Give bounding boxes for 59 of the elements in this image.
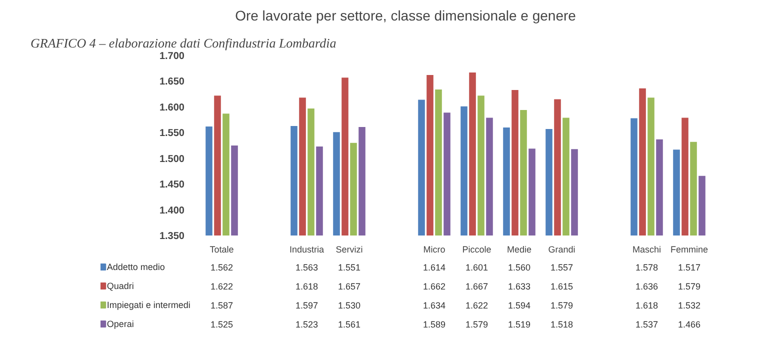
data-label: 1.523 <box>295 320 318 330</box>
data-label: 1.589 <box>422 320 446 330</box>
data-label: 1.557 <box>550 262 574 272</box>
y-tick-label: 1.550 <box>159 128 185 140</box>
text: GRAFICO 4 – elaborazione dati Confindustria Lombardia <box>30 36 337 50</box>
x-tick-label: Micro <box>423 244 446 254</box>
legend-label: Impiegati e intermedi <box>106 300 190 310</box>
data-label: 1.594 <box>508 300 531 310</box>
data-label: 1.579 <box>678 282 701 292</box>
data-label: 1.466 <box>678 320 701 330</box>
x-tick-label: Piccole <box>462 244 492 254</box>
x-tick-label: Maschi <box>632 244 662 254</box>
x-tick-label: Totale <box>210 244 234 254</box>
data-label: 1.563 <box>295 262 318 272</box>
data-label: 1.615 <box>550 282 574 292</box>
data-label: 1.561 <box>338 320 361 330</box>
data-label: 1.597 <box>295 300 318 310</box>
data-label: 1.614 <box>422 262 446 272</box>
data-label: 1.562 <box>210 262 234 272</box>
x-tick-label: Medie <box>506 244 532 254</box>
data-label: 1.519 <box>508 320 531 330</box>
data-label: 1.662 <box>422 282 446 292</box>
legend-label: Operai <box>106 319 134 329</box>
y-tick-label: 1.350 <box>159 231 185 242</box>
data-label: 1.537 <box>635 320 658 330</box>
data-label: 1.601 <box>465 262 488 272</box>
data-label: 1.618 <box>295 282 318 292</box>
y-tick-label: 1.500 <box>159 154 185 165</box>
x-tick-label: Grandi <box>548 244 576 254</box>
y-tick-label: 1.400 <box>159 205 185 216</box>
x-tick-label: Servizi <box>336 244 363 254</box>
data-label: 1.622 <box>210 282 234 292</box>
data-label: 1.560 <box>508 262 531 272</box>
y-tick-label: 1.650 <box>159 76 185 88</box>
data-label: 1.579 <box>465 320 488 330</box>
data-label: 1.657 <box>338 282 361 292</box>
legend-label: Quadri <box>106 281 134 291</box>
data-label: 1.636 <box>635 282 658 292</box>
data-label: 1.517 <box>678 262 701 272</box>
data-label: 1.587 <box>210 300 234 310</box>
x-tick-label: Industria <box>289 244 324 254</box>
data-label: 1.622 <box>465 300 488 310</box>
data-label: 1.518 <box>550 320 574 330</box>
y-tick-label: 1.600 <box>159 102 185 114</box>
data-label: 1.579 <box>550 300 574 310</box>
data-label: 1.578 <box>635 262 658 272</box>
data-label: 1.634 <box>422 300 446 310</box>
y-tick-label: 1.450 <box>159 180 185 191</box>
x-tick-label: Femmine <box>670 244 708 254</box>
data-label: 1.667 <box>465 282 488 292</box>
y-tick-label: 1.700 <box>159 51 185 62</box>
chart-title: Ore lavorate per settore, classe dimensionale e genere <box>235 8 576 24</box>
data-label: 1.618 <box>635 300 658 310</box>
data-label: 1.551 <box>338 262 361 272</box>
legend-label: Addetto medio <box>106 262 165 272</box>
data-label: 1.633 <box>508 282 531 292</box>
data-label: 1.525 <box>210 320 234 330</box>
data-label: 1.532 <box>678 300 701 310</box>
data-label: 1.530 <box>338 300 361 310</box>
